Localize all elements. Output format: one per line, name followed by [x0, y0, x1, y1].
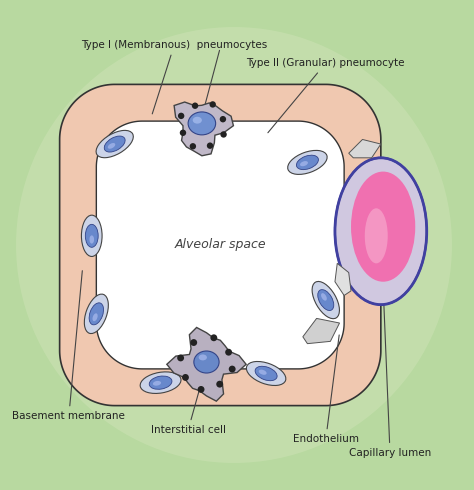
Circle shape [192, 102, 198, 109]
Text: Endothelium: Endothelium [293, 335, 359, 444]
Ellipse shape [16, 27, 452, 463]
Text: Type I (Membranous)  pneumocytes: Type I (Membranous) pneumocytes [81, 40, 267, 114]
Text: Basement membrane: Basement membrane [12, 270, 125, 421]
Circle shape [190, 339, 197, 346]
Text: Capillary lumen: Capillary lumen [349, 234, 431, 458]
Ellipse shape [296, 155, 319, 170]
Ellipse shape [246, 362, 286, 386]
Text: Type II (Granular) pneumocyte: Type II (Granular) pneumocyte [246, 58, 405, 133]
Polygon shape [167, 327, 246, 401]
Circle shape [229, 366, 236, 372]
Ellipse shape [89, 303, 103, 325]
Ellipse shape [108, 143, 115, 149]
Ellipse shape [365, 208, 388, 263]
Ellipse shape [82, 215, 102, 256]
Ellipse shape [140, 372, 181, 393]
Circle shape [216, 381, 223, 388]
Ellipse shape [318, 290, 334, 311]
Ellipse shape [255, 367, 277, 381]
Ellipse shape [193, 117, 202, 123]
Ellipse shape [153, 381, 161, 386]
Circle shape [207, 143, 213, 149]
Circle shape [198, 386, 204, 393]
Text: Interstitial cell: Interstitial cell [151, 367, 226, 435]
Polygon shape [60, 84, 381, 406]
Polygon shape [96, 121, 344, 369]
Ellipse shape [84, 294, 109, 334]
Circle shape [220, 116, 226, 122]
Ellipse shape [104, 136, 125, 152]
Ellipse shape [335, 158, 427, 305]
Circle shape [178, 113, 184, 119]
Circle shape [182, 374, 189, 381]
Circle shape [225, 349, 232, 356]
Text: Alveolar space: Alveolar space [174, 239, 266, 251]
Ellipse shape [312, 281, 339, 318]
Polygon shape [349, 140, 381, 158]
Polygon shape [174, 102, 233, 156]
Ellipse shape [194, 351, 219, 373]
Ellipse shape [85, 224, 98, 247]
Circle shape [190, 143, 196, 149]
Ellipse shape [149, 376, 172, 389]
Circle shape [180, 129, 186, 136]
Ellipse shape [288, 150, 327, 174]
Ellipse shape [321, 293, 327, 301]
Polygon shape [335, 263, 351, 295]
Polygon shape [303, 318, 339, 343]
Circle shape [210, 101, 216, 108]
Ellipse shape [92, 313, 98, 321]
Ellipse shape [188, 112, 216, 135]
Ellipse shape [300, 161, 308, 166]
Ellipse shape [90, 235, 94, 244]
Circle shape [210, 334, 217, 341]
Ellipse shape [96, 130, 133, 158]
Ellipse shape [351, 172, 415, 282]
Ellipse shape [259, 369, 267, 375]
Circle shape [220, 131, 227, 138]
Ellipse shape [199, 354, 207, 361]
Circle shape [177, 354, 184, 362]
